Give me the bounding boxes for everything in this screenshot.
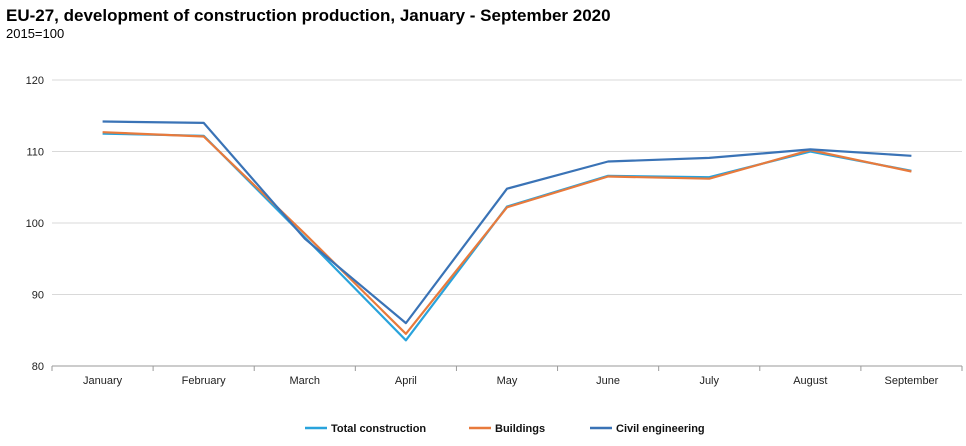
series-lines xyxy=(102,120,912,342)
y-tick-label: 90 xyxy=(32,290,44,302)
axes: 80 90 100 110 120 January February March April Ma… xyxy=(26,75,963,387)
series-line-civil-engineering xyxy=(102,120,912,325)
legend: Total construction Buildings Civil enginee… xyxy=(305,423,705,435)
x-tick-label-april: April xyxy=(395,375,417,387)
y-tick-label: 100 xyxy=(26,218,44,230)
y-tick-label: 110 xyxy=(26,147,44,159)
legend-label-civil-engineering: Civil engineering xyxy=(616,423,705,435)
y-tick-label: 120 xyxy=(26,75,44,87)
x-tick-label-march: March xyxy=(289,375,320,387)
x-tick-label-may: May xyxy=(497,375,518,387)
legend-item-civil-engineering: Civil engineering xyxy=(590,423,705,435)
gridlines xyxy=(52,79,962,295)
legend-label-buildings: Buildings xyxy=(495,423,545,435)
x-tick-label-july: July xyxy=(699,375,719,387)
series-line-total-construction xyxy=(102,132,912,342)
x-tick-label-february: February xyxy=(182,375,227,387)
x-tick-label-september: September xyxy=(885,375,939,387)
legend-item-buildings: Buildings xyxy=(469,423,545,435)
chart-title: EU-27, development of construction produ… xyxy=(6,6,611,25)
y-tick-label: 80 xyxy=(32,361,44,373)
x-tick-label-august: August xyxy=(793,375,827,387)
x-tick-label-january: January xyxy=(83,375,123,387)
x-tick-label-june: June xyxy=(596,375,620,387)
legend-item-total-construction: Total construction xyxy=(305,423,426,435)
chart-subtitle: 2015=100 xyxy=(6,26,65,41)
series-line-buildings xyxy=(102,131,912,335)
legend-label-total-construction: Total construction xyxy=(331,423,426,435)
